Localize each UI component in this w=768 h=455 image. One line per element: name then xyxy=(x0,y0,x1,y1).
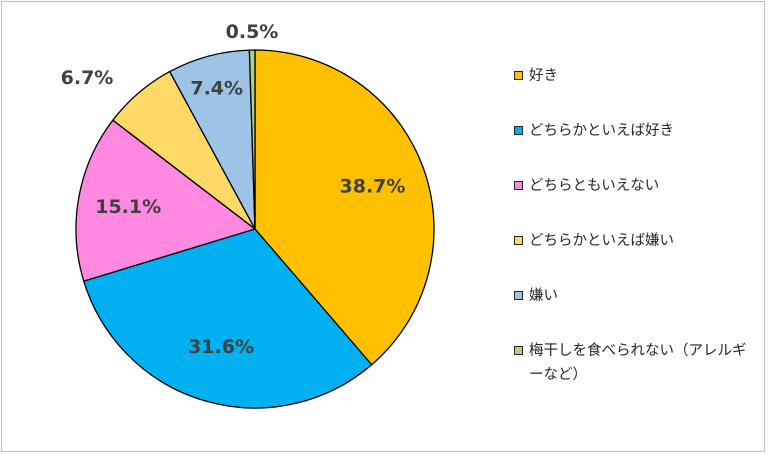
data-label-cannot-eat: 0.5% xyxy=(226,21,279,43)
legend-item-dislike: 嫌い xyxy=(514,282,759,337)
legend-swatch-suki xyxy=(514,71,523,80)
pie-slices xyxy=(75,49,435,409)
data-label-somewhat-dislike: 6.7% xyxy=(61,67,114,89)
data-label-somewhat-like: 31.6% xyxy=(188,336,254,358)
legend-item-suki: 好き xyxy=(514,62,759,117)
data-label-dislike: 7.4% xyxy=(190,77,243,99)
pie-slice-somewhat-like xyxy=(82,228,373,409)
legend: 好き どちらかといえば好き どちらともいえない どちらかといえば嫌い 嫌い 梅干… xyxy=(514,62,759,392)
legend-item-neutral: どちらともいえない xyxy=(514,172,759,227)
pie-data-labels: 38.7% 31.6% 15.1% 6.7% 7.4% 0.5% xyxy=(61,21,406,358)
pie-slice-neutral xyxy=(75,119,257,282)
data-label-neutral: 15.1% xyxy=(95,196,161,218)
data-label-suki: 38.7% xyxy=(340,175,406,197)
legend-label-somewhat-dislike: どちらかといえば嫌い xyxy=(529,233,674,249)
legend-swatch-dislike xyxy=(514,291,523,300)
legend-swatch-somewhat-like xyxy=(514,126,523,135)
legend-swatch-neutral xyxy=(514,181,523,190)
legend-item-somewhat-like: どちらかといえば好き xyxy=(514,117,759,172)
legend-item-somewhat-dislike: どちらかといえば嫌い xyxy=(514,227,759,282)
legend-swatch-cannot-eat xyxy=(514,346,523,355)
pie-slice-suki xyxy=(254,49,435,366)
legend-item-cannot-eat: 梅干しを食べられない（アレルギーなど） xyxy=(514,337,759,392)
legend-label-neutral: どちらともいえない xyxy=(529,178,660,194)
legend-label-dislike: 嫌い xyxy=(529,288,558,304)
legend-swatch-somewhat-dislike xyxy=(514,236,523,245)
legend-label-cannot-eat: 梅干しを食べられない（アレルギーなど） xyxy=(529,343,747,383)
legend-label-somewhat-like: どちらかといえば好き xyxy=(529,123,674,139)
pie-slice-cannot-eat xyxy=(248,49,256,230)
legend-label-suki: 好き xyxy=(529,68,558,84)
